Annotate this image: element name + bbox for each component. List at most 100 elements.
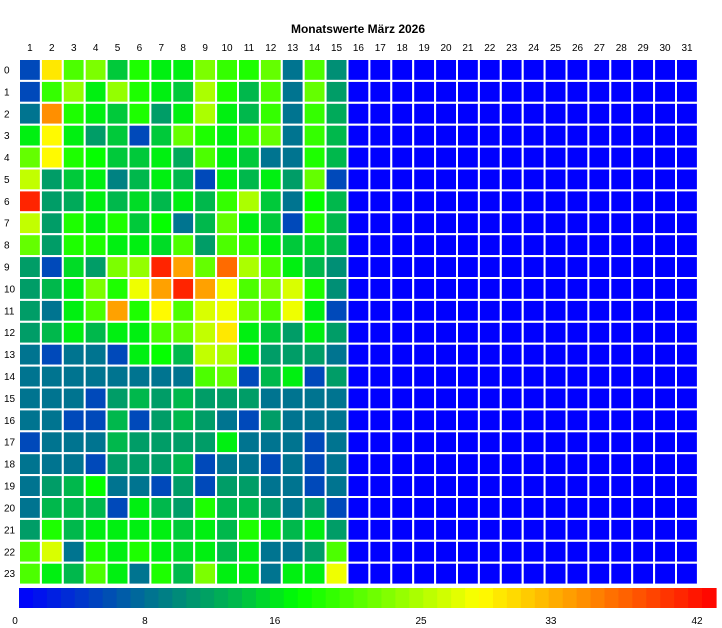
heatmap-cell (237, 255, 261, 280)
heatmap-cell (346, 474, 371, 499)
heatmap-cell (215, 342, 240, 367)
x-tick-label: 22 (484, 43, 496, 54)
colorbar-segment (325, 588, 341, 608)
chart-title: Monatswerte März 2026 (291, 22, 425, 36)
heatmap-cell (61, 123, 86, 148)
heatmap-cell (631, 430, 656, 455)
x-tick-label: 5 (115, 43, 121, 54)
heatmap-cell (171, 452, 196, 477)
heatmap-cell (171, 189, 196, 214)
heatmap-cell (565, 123, 590, 148)
heatmap-cell (215, 167, 240, 192)
heatmap-cell (171, 408, 196, 433)
heatmap-cell (105, 123, 130, 148)
heatmap-cell (280, 320, 305, 345)
heatmap-cell (434, 342, 459, 367)
heatmap-cell (215, 364, 240, 389)
heatmap-cell (18, 517, 42, 542)
heatmap-cell (543, 517, 568, 542)
heatmap-cell (543, 58, 568, 82)
heatmap-cell (324, 452, 349, 477)
heatmap-cell (477, 298, 502, 323)
heatmap-cell (499, 167, 524, 192)
heatmap-cell (368, 452, 393, 477)
heatmap-cell (412, 386, 437, 411)
heatmap-cell (18, 101, 42, 126)
heatmap-cell (105, 452, 130, 477)
heatmap-cell (280, 298, 305, 323)
heatmap-cell (193, 474, 218, 499)
heatmap-cell (149, 211, 174, 236)
colorbar-segment (283, 588, 299, 608)
heatmap-cell (149, 255, 174, 280)
x-tick-label: 30 (659, 43, 671, 54)
heatmap-cell (521, 79, 546, 104)
heatmap-cell (412, 101, 437, 126)
heatmap-cell (521, 342, 546, 367)
heatmap-cell (149, 474, 174, 499)
heatmap-cell (193, 561, 218, 586)
x-tick-label: 12 (265, 43, 277, 54)
heatmap-cell (609, 123, 634, 148)
heatmap-cell (653, 342, 677, 367)
heatmap-cell (324, 123, 349, 148)
heatmap-cell (280, 342, 305, 367)
heatmap-cell (105, 364, 130, 389)
heatmap-cell (499, 408, 524, 433)
heatmap-cell (18, 255, 42, 280)
heatmap-cell (39, 517, 64, 542)
heatmap-cell (171, 539, 196, 564)
heatmap-cell (631, 277, 656, 301)
heatmap-cell (543, 211, 568, 236)
heatmap-cell (675, 342, 699, 367)
heatmap-cell (171, 123, 196, 148)
heatmap-cell (149, 364, 174, 389)
y-tick-label: 12 (4, 328, 16, 339)
heatmap-cell (631, 189, 656, 214)
colorbar-segment (506, 588, 522, 608)
heatmap-cell (499, 123, 524, 148)
heatmap-cell (499, 430, 524, 455)
heatmap-cell (499, 561, 524, 586)
heatmap-cell (477, 517, 502, 542)
heatmap-cell (237, 342, 261, 367)
heatmap-cell (61, 101, 86, 126)
heatmap-cell (302, 386, 327, 411)
heatmap-cell (193, 364, 218, 389)
heatmap-cell (258, 189, 283, 214)
heatmap-cell (83, 430, 108, 455)
x-tick-label: 20 (440, 43, 452, 54)
colorbar-segment (116, 588, 132, 608)
heatmap-cell (302, 517, 327, 542)
heatmap-cell (521, 167, 546, 192)
heatmap-cell (390, 386, 415, 411)
x-tick-label: 9 (202, 43, 208, 54)
heatmap-cell (346, 430, 371, 455)
heatmap-cell (631, 320, 656, 345)
heatmap-cell (434, 101, 459, 126)
heatmap-cell (237, 58, 261, 82)
x-tick-label: 7 (159, 43, 165, 54)
heatmap-cell (324, 101, 349, 126)
heatmap-cell (631, 496, 656, 520)
heatmap-cell (434, 474, 459, 499)
heatmap-cell (149, 496, 174, 520)
heatmap-cell (237, 539, 261, 564)
heatmap-cell (390, 320, 415, 345)
heatmap-cell (675, 189, 699, 214)
heatmap-cell (477, 342, 502, 367)
heatmap-cell (675, 539, 699, 564)
x-tick-label: 19 (419, 43, 431, 54)
colorbar-tick-label: 16 (269, 616, 281, 627)
heatmap-cell (412, 408, 437, 433)
heatmap-cell (61, 452, 86, 477)
heatmap-cell (368, 364, 393, 389)
x-tick-label: 16 (353, 43, 365, 54)
heatmap-cell (587, 561, 612, 586)
heatmap-cell (215, 79, 240, 104)
y-tick-label: 22 (4, 547, 16, 558)
heatmap-cell (390, 189, 415, 214)
heatmap-cell (390, 474, 415, 499)
heatmap-cell (412, 364, 437, 389)
heatmap-cell (477, 167, 502, 192)
